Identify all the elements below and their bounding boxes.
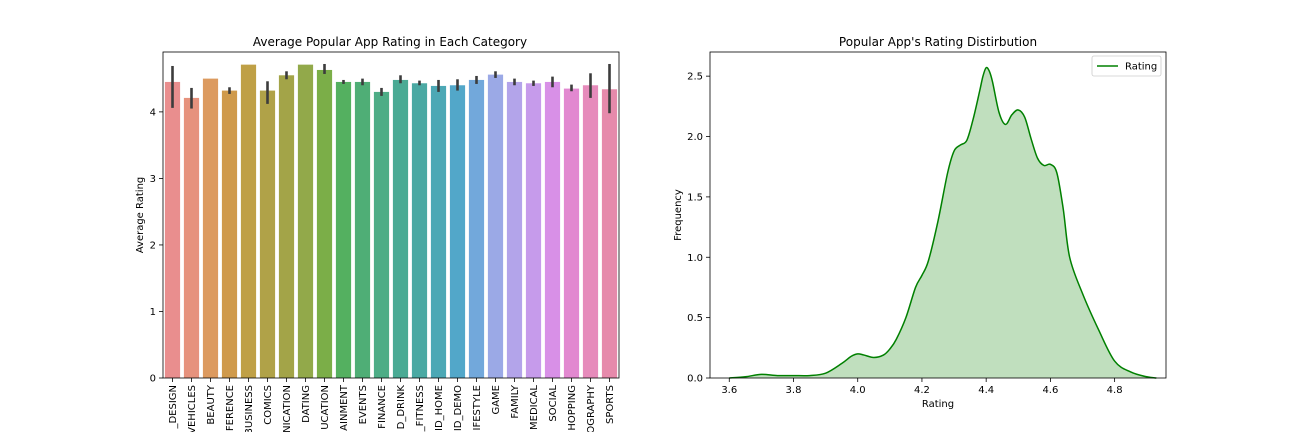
bar-chart-frame [162, 51, 620, 379]
bar-series [164, 64, 618, 379]
y-axis-ticks: 0.0 0.5 1.0 1.5 2.0 2.5 [687, 72, 710, 385]
bar-social [544, 81, 561, 378]
x-tick-label: IFESTYLE [472, 385, 483, 430]
x-tick-label: BEAUTY [206, 384, 217, 424]
bar-ography [582, 85, 599, 378]
x-tick-label: AINMENT [339, 384, 350, 431]
x-tick-label: 4.4 [978, 385, 994, 396]
bar-family [506, 81, 523, 378]
error-bars [171, 63, 611, 114]
bar-chart-title: Average Popular App Rating in Each Categ… [253, 35, 527, 49]
y-tick-label: 4 [150, 107, 156, 118]
y-tick-label: 3 [150, 174, 156, 185]
x-tick-label: 4.6 [1042, 385, 1058, 396]
bar-id_home [430, 85, 447, 379]
x-tick-label: 3.8 [786, 385, 802, 396]
x-axis-ticks: _DESIGN VEHICLES BEAUTY FERENCE BUSINESS COMI… [168, 378, 616, 432]
x-tick-label: 4.0 [850, 385, 866, 396]
bar-ference [221, 90, 238, 378]
bar-_fitness [411, 83, 428, 379]
bar-id_demo [449, 85, 466, 378]
x-tick-label: FINANCE [377, 385, 388, 429]
y-tick-label: 2.5 [687, 72, 703, 83]
x-tick-label: FAMILY [510, 384, 521, 418]
x-tick-label: D_DRINK [396, 385, 407, 430]
bar-comics [259, 90, 276, 378]
density-chart: Popular App's Rating Distirbution Rating… [673, 35, 1167, 410]
legend-label: Rating [1125, 62, 1157, 73]
y-tick-label: 0.0 [687, 374, 703, 385]
y-axis-ticks: 0 1 2 3 4 [150, 107, 163, 385]
bar-finance [373, 91, 390, 378]
x-tick-label: 4.2 [914, 385, 930, 396]
y-tick-label: 2 [150, 240, 156, 251]
bar-ainment [335, 81, 352, 378]
y-tick-label: 0 [150, 374, 156, 385]
x-tick-label: UCATION [320, 385, 331, 430]
x-tick-label: VEHICLES [187, 385, 198, 432]
legend: Rating [1091, 55, 1162, 77]
bar-game [487, 74, 504, 378]
y-tick-label: 1.5 [687, 192, 703, 203]
x-tick-label: EVENTS [358, 385, 369, 424]
density-chart-ylabel: Frequency [673, 189, 684, 241]
bar-ifestyle [468, 79, 485, 378]
bar-_design [164, 81, 181, 378]
x-tick-label: 4.8 [1107, 385, 1123, 396]
y-tick-label: 1.0 [687, 253, 703, 264]
bar-events [354, 81, 371, 378]
y-tick-label: 0.5 [687, 313, 703, 324]
density-line [729, 66, 1157, 379]
x-tick-label: SOCIAL [548, 385, 559, 422]
bar-nication [278, 75, 295, 379]
x-axis-ticks: 3.6 3.8 4.0 4.2 4.4 4.6 4.8 [721, 378, 1123, 396]
y-tick-label: 2.0 [687, 132, 703, 143]
x-tick-label: MEDICAL [529, 385, 540, 430]
bar-chart-ylabel: Average Rating [135, 177, 146, 253]
bar-ucation [316, 69, 333, 379]
x-tick-label: _DESIGN [168, 385, 179, 430]
x-tick-label: ID_DEMO [453, 385, 464, 431]
x-tick-label: HOPPING [567, 385, 578, 431]
density-chart-frame [709, 51, 1167, 379]
y-tick-label: 1 [150, 307, 156, 318]
density-chart-title: Popular App's Rating Distirbution [839, 35, 1037, 49]
x-tick-label: SPORTS [605, 385, 616, 424]
bar-vehicles [183, 97, 200, 378]
x-tick-label: OGRAPHY [586, 384, 597, 432]
density-area [729, 67, 1157, 379]
x-tick-label: 3.6 [721, 385, 737, 396]
bar-medical [525, 83, 542, 379]
bar-business [240, 64, 257, 379]
legend-box [1091, 55, 1162, 77]
bar-d_drink [392, 79, 409, 378]
density-chart-xlabel: Rating [922, 399, 954, 410]
x-tick-label: BUSINESS [244, 385, 255, 432]
bar-dating [297, 64, 314, 379]
bar-hopping [563, 88, 580, 379]
x-tick-label: _FITNESS [415, 385, 426, 432]
bar-beauty [202, 78, 219, 378]
x-tick-label: DATING [301, 385, 312, 423]
x-tick-label: NICATION [282, 385, 293, 432]
x-tick-label: GAME [491, 385, 502, 415]
x-tick-label: ID_HOME [434, 385, 445, 431]
x-tick-label: FERENCE [225, 385, 236, 431]
x-tick-label: COMICS [263, 385, 274, 425]
bar-sports [601, 89, 618, 378]
bar-chart: Average Popular App Rating in Each Categ… [135, 35, 620, 432]
